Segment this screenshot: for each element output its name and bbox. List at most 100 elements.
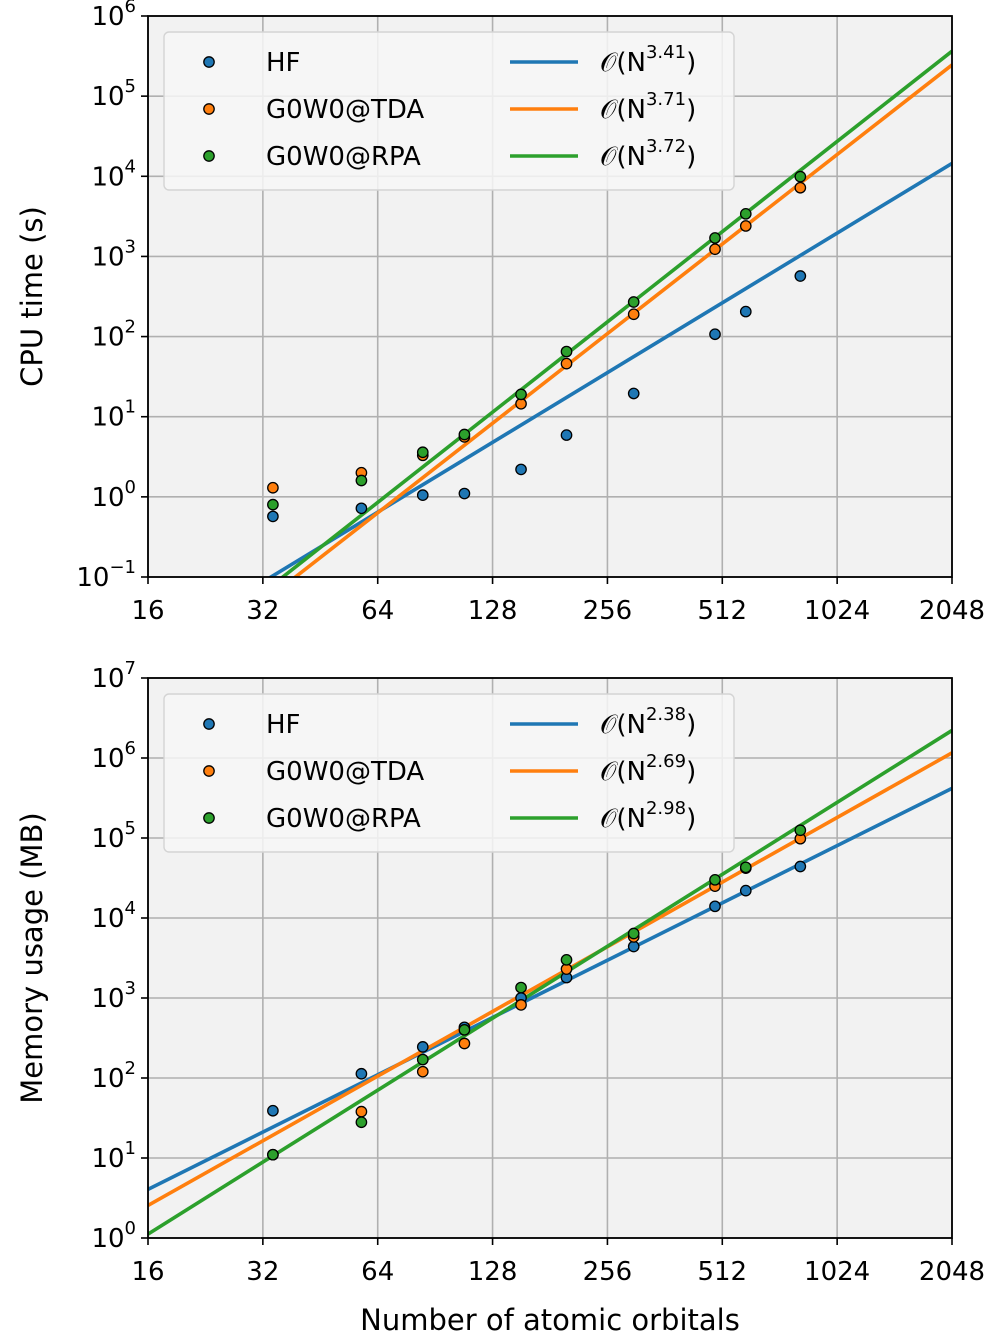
y-tick-exponent: 5 — [125, 76, 136, 97]
memory-usage-panel: 16 32 64 128 256 512 1024 204810010110210310410… — [15, 658, 985, 1336]
legend-label-rpa: G0W0@RPA — [266, 142, 421, 172]
legend-fit-label-tda: 𝒪(N2.69) — [600, 751, 696, 787]
y-tick-base: 10 — [91, 2, 124, 32]
y-tick-exponent: 1 — [125, 1138, 136, 1159]
fit-label-exponent: 2.38 — [646, 704, 686, 725]
x-tick-label: 512 — [697, 1257, 747, 1287]
data-point-tda — [794, 181, 807, 194]
legend-fit-label-tda: 𝒪(N3.71) — [600, 89, 696, 125]
y-tick-exponent: 4 — [125, 156, 136, 177]
data-point-rpa — [739, 861, 752, 874]
x-tick-label: 16 — [131, 596, 164, 626]
fit-label-base: 𝒪(N — [600, 804, 646, 834]
data-point-rpa — [739, 207, 752, 220]
fit-lines — [148, 728, 952, 1236]
y-tick-label: 101 — [91, 397, 136, 433]
data-point-rpa — [794, 824, 807, 837]
fit-label-base: 𝒪(N — [600, 710, 646, 740]
data-point-rpa — [627, 296, 640, 308]
y-tick-label: 101 — [91, 1138, 136, 1174]
x-tick-label: 1024 — [804, 1257, 870, 1287]
y-tick-base: 10 — [91, 242, 124, 272]
fit-label-base: 𝒪(N — [600, 95, 646, 125]
data-point-tda — [709, 243, 721, 256]
y-tick-base: 10 — [76, 563, 109, 593]
fit-label-exponent: 3.72 — [646, 136, 686, 157]
data-point-hf — [739, 305, 752, 318]
y-tick-base: 10 — [91, 162, 124, 192]
legend-marker-tda — [203, 103, 215, 115]
data-point-rpa — [267, 1148, 279, 1161]
y-tick-base: 10 — [91, 1064, 124, 1094]
data-point-hf — [355, 502, 368, 515]
x-tick-label: 256 — [583, 1257, 633, 1287]
x-tick-label: 128 — [468, 1257, 518, 1287]
data-point-hf — [416, 1041, 429, 1053]
data-point-hf — [416, 489, 429, 502]
data-point-rpa — [794, 170, 807, 183]
data-point-rpa — [267, 498, 279, 511]
legend-marker-tda — [203, 765, 215, 777]
fit-label-exponent: 3.71 — [646, 89, 686, 110]
legend-marker-hf — [203, 56, 215, 68]
y-tick-exponent: 2 — [125, 1058, 136, 1079]
y-tick-label: 102 — [91, 317, 136, 353]
fit-label-close: ) — [686, 48, 696, 78]
y-tick-exponent: 0 — [125, 1218, 136, 1239]
x-tick-label: 32 — [246, 596, 279, 626]
data-point-hf — [794, 860, 807, 873]
y-tick-label: 100 — [91, 1218, 136, 1254]
x-tick-label: 16 — [131, 1257, 164, 1287]
y-tick-exponent: 6 — [125, 738, 136, 759]
data-point-hf — [739, 884, 752, 897]
y-tick-base: 10 — [91, 664, 124, 694]
legend-fit-label-rpa: 𝒪(N2.98) — [600, 798, 696, 834]
fit-line-rpa — [148, 728, 952, 1236]
fit-label-close: ) — [686, 142, 696, 172]
fit-label-close: ) — [686, 757, 696, 787]
y-axis-label: CPU time (s) — [15, 206, 49, 387]
y-tick-base: 10 — [91, 824, 124, 854]
x-tick-label: 64 — [361, 596, 394, 626]
legend-box — [163, 693, 735, 853]
data-point-rpa — [709, 232, 721, 244]
y-tick-label: 103 — [91, 978, 136, 1014]
data-point-rpa — [709, 873, 721, 886]
data-point-tda — [355, 1105, 368, 1118]
data-point-rpa — [560, 345, 573, 358]
data-point-hf — [709, 328, 721, 341]
fit-label-base: 𝒪(N — [600, 757, 646, 787]
data-points — [267, 170, 807, 523]
y-tick-base: 10 — [91, 904, 124, 934]
y-tick-label: 104 — [91, 898, 136, 934]
y-tick-base: 10 — [91, 984, 124, 1014]
data-point-tda — [560, 357, 573, 370]
y-tick-base: 10 — [91, 483, 124, 513]
fit-label-exponent: 2.69 — [646, 751, 686, 772]
fit-lines — [267, 49, 952, 577]
data-point-rpa — [627, 927, 640, 940]
data-point-tda — [458, 1037, 471, 1050]
legend-label-rpa: G0W0@RPA — [266, 804, 421, 834]
x-tick-label: 2048 — [919, 596, 985, 626]
fit-label-close: ) — [686, 95, 696, 125]
y-tick-label: 106 — [91, 738, 136, 774]
fit-line-tda — [148, 751, 952, 1208]
fit-line-hf — [267, 161, 952, 577]
fit-label-base: 𝒪(N — [600, 48, 646, 78]
legend: HFG0W0@TDAG0W0@RPA𝒪(N3.41)𝒪(N3.71)𝒪(N3.7… — [163, 31, 735, 191]
data-point-hf — [627, 940, 640, 953]
fit-line-hf — [148, 786, 952, 1192]
y-tick-base: 10 — [91, 82, 124, 112]
y-tick-label: 100 — [91, 477, 136, 513]
data-point-hf — [709, 900, 721, 913]
data-point-hf — [355, 1067, 368, 1080]
y-tick-exponent: 2 — [125, 317, 136, 338]
data-points — [267, 824, 807, 1161]
y-tick-base: 10 — [91, 323, 124, 353]
y-tick-exponent: 4 — [125, 898, 136, 919]
data-point-rpa — [515, 388, 527, 401]
y-tick-base: 10 — [91, 744, 124, 774]
data-point-rpa — [458, 428, 471, 441]
data-point-tda — [627, 308, 640, 321]
